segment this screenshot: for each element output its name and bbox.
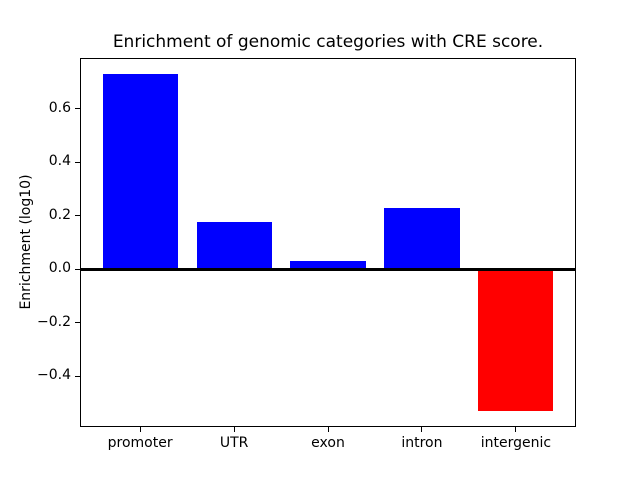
y-tick-label: 0.0	[48, 260, 71, 277]
y-tick-mark	[75, 322, 80, 324]
x-tick-mark	[139, 427, 141, 432]
x-tick-label-exon: exon	[311, 435, 345, 451]
y-tick-label: −0.2	[37, 313, 71, 330]
bar-intron	[384, 207, 460, 270]
zero-line	[80, 267, 576, 271]
x-tick-mark	[515, 427, 517, 432]
y-tick-mark	[75, 215, 80, 217]
x-tick-label-intron: intron	[401, 435, 443, 451]
bar-intergenic	[478, 269, 554, 411]
y-tick-mark	[75, 161, 80, 163]
y-tick-label: 0.6	[48, 99, 71, 116]
y-tick-label: −0.4	[37, 367, 71, 384]
x-tick-mark	[233, 427, 235, 432]
bar-UTR	[196, 222, 272, 270]
x-tick-label-promoter: promoter	[107, 435, 173, 451]
bar-exon	[290, 261, 366, 270]
bar-promoter	[102, 74, 178, 270]
x-tick-label-UTR: UTR	[219, 435, 249, 451]
y-tick-mark	[75, 375, 80, 377]
x-tick-mark	[327, 427, 329, 432]
y-tick-mark	[75, 268, 80, 270]
x-tick-label-intergenic: intergenic	[480, 435, 552, 451]
y-axis-label: Enrichment (log10)	[18, 174, 34, 310]
chart-title: Enrichment of genomic categories with CR…	[112, 32, 544, 52]
y-tick-mark	[75, 108, 80, 110]
x-tick-mark	[421, 427, 423, 432]
y-tick-label: 0.4	[48, 153, 71, 170]
y-tick-label: 0.2	[48, 206, 71, 223]
